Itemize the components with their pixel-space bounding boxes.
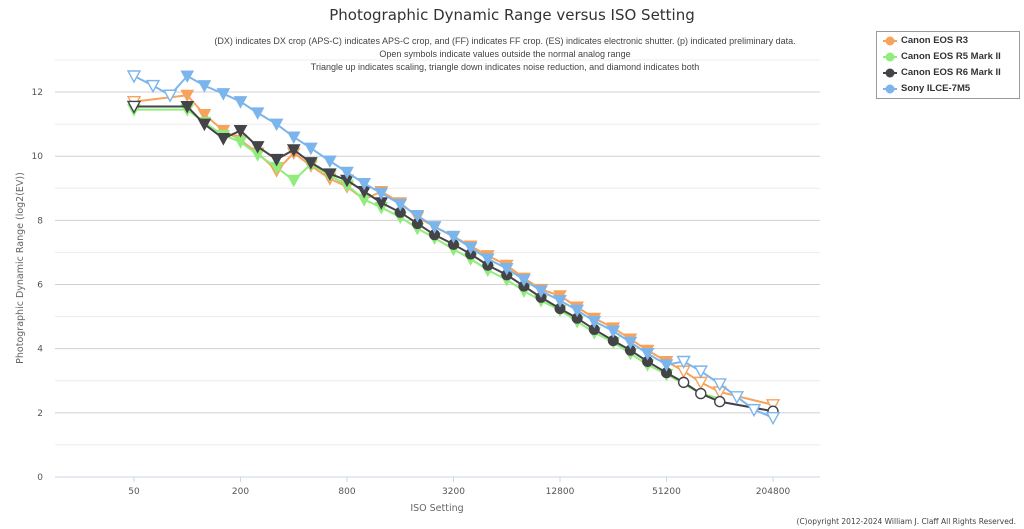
data-point[interactable] — [250, 107, 265, 120]
data-point[interactable] — [463, 242, 478, 255]
data-point[interactable] — [623, 336, 638, 350]
chart-title: Photographic Dynamic Range versus ISO Se… — [329, 6, 695, 24]
y-tick-label: 4 — [37, 345, 43, 355]
data-point[interactable] — [640, 347, 655, 361]
x-tick-label: 204800 — [756, 487, 791, 497]
data-point[interactable] — [250, 141, 265, 154]
data-point[interactable] — [216, 88, 231, 101]
series-sony-ilce-7m5 — [126, 70, 781, 426]
data-point[interactable] — [553, 295, 567, 308]
data-point[interactable] — [145, 79, 161, 94]
legend-label: Canon EOS R3 — [901, 35, 969, 46]
data-point[interactable] — [340, 166, 354, 180]
data-point[interactable] — [180, 100, 195, 114]
legend: Canon EOS R3 Canon EOS R5 Mark II Canon EO… — [876, 31, 1020, 99]
legend-marker-icon — [883, 52, 897, 61]
legend-marker-icon — [883, 36, 897, 45]
legend-label: Canon EOS R5 Mark II — [901, 51, 1001, 62]
x-tick-label: 800 — [338, 487, 355, 497]
x-tick-label: 3200 — [442, 487, 465, 497]
data-point[interactable] — [480, 253, 495, 266]
data-point[interactable] — [534, 285, 548, 298]
data-point[interactable] — [286, 174, 301, 188]
data-point[interactable] — [197, 118, 212, 132]
data-point[interactable] — [216, 133, 231, 146]
y-tick-label: 10 — [32, 152, 44, 162]
data-point[interactable] — [269, 118, 284, 132]
x-tick-label: 50 — [128, 487, 140, 497]
data-point[interactable] — [729, 391, 745, 405]
data-point[interactable] — [746, 403, 762, 418]
data-point[interactable] — [197, 108, 212, 122]
data-point[interactable] — [712, 378, 727, 392]
data-point[interactable] — [304, 157, 318, 170]
y-tick-label: 6 — [37, 281, 43, 291]
data-point[interactable] — [446, 230, 461, 244]
data-point[interactable] — [393, 198, 408, 212]
y-tick-label: 2 — [37, 409, 43, 419]
data-point[interactable] — [357, 177, 371, 191]
data-point[interactable] — [693, 365, 708, 379]
legend-label: Sony ILCE-7M5 — [901, 83, 971, 94]
series-canon-eos-r6-mark-ii — [126, 100, 779, 417]
legend-marker-icon — [883, 68, 897, 77]
y-axis-label: Photographic Dynamic Range (log2(EV)) — [15, 172, 26, 364]
data-point[interactable] — [570, 304, 584, 318]
x-axis-label: ISO Setting — [410, 503, 463, 514]
y-tick-label: 12 — [32, 88, 43, 98]
data-point[interactable] — [233, 125, 248, 138]
chart-subtitle-line: Open symbols indicate values outside the… — [379, 49, 631, 59]
data-point[interactable] — [197, 80, 212, 93]
legend-label: Canon EOS R6 Mark II — [901, 67, 1001, 78]
data-point[interactable] — [304, 142, 318, 156]
chart-subtitle-line: Triangle up indicates scaling, triangle … — [310, 62, 700, 72]
data-point[interactable] — [126, 70, 142, 84]
data-point[interactable] — [587, 315, 602, 329]
legend-marker-icon — [883, 84, 897, 93]
data-point[interactable] — [180, 70, 195, 84]
x-tick-label: 12800 — [546, 487, 575, 497]
x-tick-label: 51200 — [652, 487, 681, 497]
y-tick-label: 0 — [37, 473, 43, 483]
data-point[interactable] — [180, 89, 195, 103]
data-point[interactable] — [693, 376, 708, 390]
data-point[interactable] — [286, 144, 301, 157]
data-point[interactable] — [499, 262, 514, 276]
data-point[interactable] — [323, 155, 337, 169]
data-point[interactable] — [517, 274, 531, 287]
legend-item[interactable]: Sony ILCE-7M5 — [883, 81, 1019, 96]
data-point[interactable] — [126, 100, 142, 114]
data-point[interactable] — [269, 153, 284, 167]
data-point[interactable] — [162, 89, 178, 103]
chart-subtitle-line: (DX) indicates DX crop (APS-C) indicates… — [214, 36, 796, 46]
legend-item[interactable]: Canon EOS R5 Mark II — [883, 49, 1019, 64]
data-point[interactable] — [659, 359, 674, 372]
data-point[interactable] — [765, 411, 781, 426]
data-point[interactable] — [606, 325, 621, 339]
legend-item[interactable]: Canon EOS R3 — [883, 33, 1019, 48]
x-tick-label: 200 — [232, 487, 249, 497]
data-point[interactable] — [676, 355, 691, 369]
data-point[interactable] — [677, 376, 690, 389]
data-point[interactable] — [714, 395, 726, 408]
copyright: (C)opyright 2012-2024 William J. Claff A… — [796, 517, 1016, 526]
data-point[interactable] — [233, 96, 248, 109]
data-point[interactable] — [323, 168, 337, 181]
data-point[interactable] — [410, 210, 425, 223]
legend-item[interactable]: Canon EOS R6 Mark II — [883, 65, 1019, 80]
data-point[interactable] — [695, 387, 707, 400]
data-point[interactable] — [765, 399, 781, 413]
data-point[interactable] — [286, 131, 301, 144]
data-point[interactable] — [427, 221, 442, 234]
data-point[interactable] — [374, 187, 389, 201]
y-tick-label: 8 — [37, 216, 43, 226]
